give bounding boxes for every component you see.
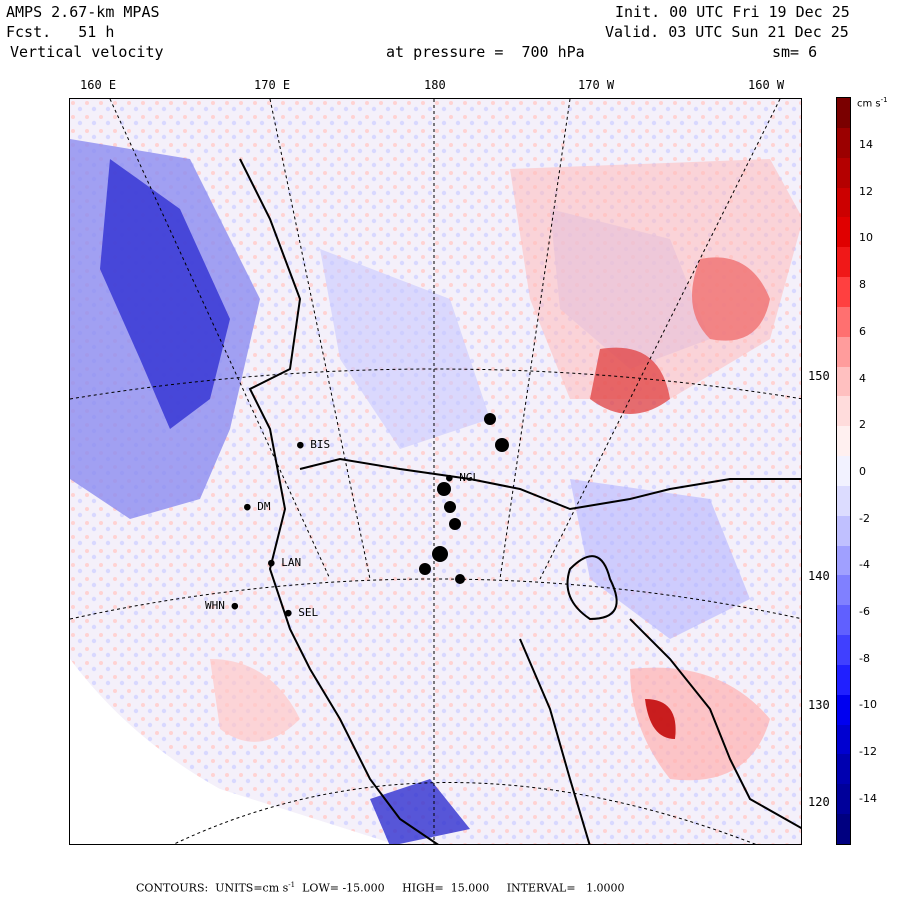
pressure-level: at pressure = 700 hPa <box>386 43 585 61</box>
contour-units: UNITS=cm s <box>215 881 289 895</box>
colorbar-tick-label: -10 <box>859 698 877 712</box>
station-sel: ● SEL <box>285 606 319 619</box>
colorbar-segment <box>837 724 850 755</box>
contour-low: LOW= -15.000 <box>302 881 385 895</box>
colorbar-segment <box>837 336 850 368</box>
station-bis: ● BIS <box>297 438 331 451</box>
negative-region-south <box>370 779 470 844</box>
positive-core-southeast <box>645 699 676 739</box>
colorbar-segment <box>837 217 850 248</box>
negative-region-center <box>320 249 490 449</box>
station-ngl: ● NGL <box>446 471 480 484</box>
model-title: AMPS 2.67-km MPAS <box>6 3 160 21</box>
colorbar-tick-label: 4 <box>859 371 866 385</box>
domain-edge <box>70 659 394 844</box>
station-label-dm: DM <box>257 500 271 513</box>
positive-core-northeast <box>692 257 770 341</box>
lon-label-170e: 170 E <box>254 78 291 92</box>
colorbar-segment <box>837 277 850 308</box>
colorbar-tick-label: 2 <box>859 418 866 432</box>
colorbar-segment <box>837 575 850 606</box>
negative-region-southeast <box>570 479 750 639</box>
colorbar-segment <box>837 157 850 188</box>
colorbar-tick-label: 8 <box>859 278 866 292</box>
contour-interval: INTERVAL= 1.0000 <box>506 881 625 895</box>
colorbar-tick-label: -6 <box>859 605 870 618</box>
colorbar-segment <box>837 396 850 427</box>
contour-label: CONTOURS: <box>136 881 209 895</box>
lon-label-170w: 170 W <box>578 78 615 92</box>
smoothing: sm= 6 <box>772 43 818 61</box>
station-label-ngl: NGL <box>459 471 480 484</box>
graticule <box>70 99 801 844</box>
variable-name: Vertical velocity <box>10 43 164 61</box>
colorbar-tick-label: 12 <box>859 184 873 198</box>
positive-core-east <box>590 347 670 414</box>
station-lan: ● LAN <box>268 556 302 569</box>
colorbar-segment <box>837 247 850 278</box>
colorbar-tick-label: -14 <box>859 791 877 805</box>
station-dm: ● DM <box>244 500 271 513</box>
positive-region-southeast <box>630 667 770 781</box>
station-whn: WHN ● <box>205 599 239 612</box>
colorbar-segment <box>837 456 850 487</box>
colorbar-tick-label: 10 <box>859 231 873 245</box>
contour-info: CONTOURS: UNITS=cm s-1 LOW= -15.000 HIGH… <box>136 881 625 895</box>
colorbar-units: cm s-1 <box>857 96 888 110</box>
colorbar-segment <box>837 694 850 726</box>
colorbar-segment <box>837 545 850 576</box>
positive-region-south <box>210 659 300 742</box>
colorbar-tick-label: -12 <box>859 745 877 759</box>
forecast-hour: Fcst. 51 h <box>6 23 115 41</box>
colorbar-tick-label: -8 <box>859 651 870 665</box>
colorbar-segment <box>837 426 850 457</box>
station-label-lan: LAN <box>281 556 302 569</box>
strong-cores <box>419 413 509 584</box>
lon-label-180: 180 <box>424 78 446 92</box>
colorbar-segment <box>837 127 850 159</box>
colorbar-segment <box>837 664 850 696</box>
colorbar-tick-label: -4 <box>859 558 870 572</box>
colorbar-segment <box>837 814 850 845</box>
valid-time: Valid. 03 UTC Sun 21 Dec 25 <box>605 23 849 41</box>
vertical-velocity-map <box>70 99 801 844</box>
coastline <box>239 158 801 844</box>
colorbar-segment <box>837 366 850 397</box>
station-label-sel: SEL <box>298 606 319 619</box>
colorbar-tick-label: 14 <box>859 138 873 151</box>
colorbar-segment <box>837 784 850 815</box>
station-label-bis: BIS <box>310 438 331 451</box>
colorbar-segment <box>837 306 850 338</box>
lon-label-160e: 160 E <box>80 78 117 92</box>
contour-high: HIGH= 15.000 <box>402 881 490 895</box>
lon-label-160w: 160 W <box>748 78 785 92</box>
colorbar-segment <box>837 515 850 547</box>
map-panel[interactable] <box>69 98 802 845</box>
colorbar-tick-label: 0 <box>859 464 866 478</box>
colorbar-segment <box>837 98 850 129</box>
init-time: Init. 00 UTC Fri 19 Dec 25 <box>615 3 850 21</box>
colorbar-segment <box>837 485 850 517</box>
colorbar-tick-label: 6 <box>859 324 866 338</box>
negative-core-west <box>100 159 230 429</box>
colorbar-tick-label: -2 <box>859 511 870 525</box>
colorbar-segment <box>837 187 850 218</box>
colorbar-segment <box>837 754 850 785</box>
colorbar-segment <box>837 635 850 666</box>
colorbar <box>836 97 851 845</box>
colorbar-segment <box>837 605 850 636</box>
station-label-whn: WHN <box>205 599 225 612</box>
